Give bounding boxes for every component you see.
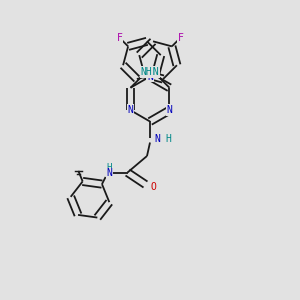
Text: NH: NH bbox=[140, 67, 152, 77]
Text: F: F bbox=[177, 33, 183, 43]
Text: H: H bbox=[165, 134, 171, 145]
Text: F: F bbox=[117, 33, 123, 43]
Text: HN: HN bbox=[148, 67, 160, 77]
Text: N: N bbox=[154, 134, 160, 145]
Text: N: N bbox=[167, 105, 172, 115]
Text: H: H bbox=[107, 163, 112, 172]
Text: N: N bbox=[128, 105, 134, 115]
Text: N: N bbox=[147, 71, 153, 82]
Text: N: N bbox=[106, 168, 112, 178]
Text: O: O bbox=[150, 182, 156, 192]
